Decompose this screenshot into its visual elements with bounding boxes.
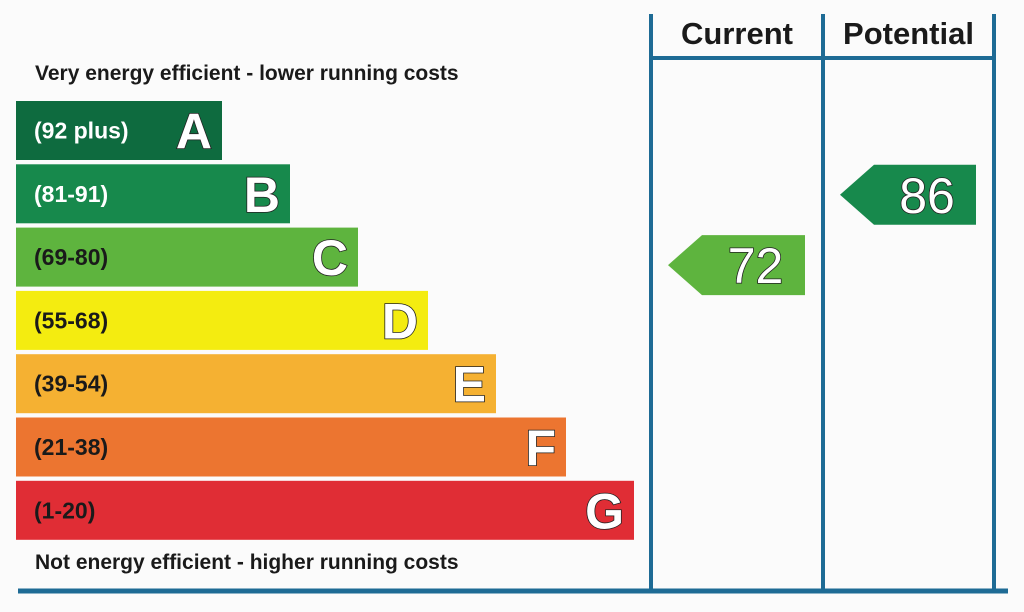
band-a: (92 plus) A	[16, 101, 222, 160]
rating-arrow-potential	[840, 164, 976, 225]
rating-arrow-current	[668, 235, 805, 296]
rating-value-potential: 86	[899, 168, 955, 224]
band-bar-c	[16, 227, 358, 287]
band-range-c: (69-80)	[34, 244, 108, 270]
band-bar-a	[16, 101, 222, 160]
bottom-caption: Not energy efficient - higher running co…	[35, 551, 459, 574]
band-d: (55-68) D	[16, 290, 428, 350]
rating-value-current: 72	[728, 238, 784, 294]
band-f: (21-38) F	[16, 417, 566, 477]
rating-potential: 86	[840, 164, 976, 225]
band-bar-f	[16, 417, 566, 477]
band-bar-e	[16, 354, 496, 414]
band-bar-d	[16, 290, 428, 350]
band-letter-e: E	[453, 357, 486, 413]
band-range-f: (21-38)	[34, 434, 108, 460]
rating-arrows: 72 86	[668, 164, 976, 296]
band-letter-a: A	[176, 104, 212, 160]
band-range-g: (1-20)	[34, 497, 95, 523]
band-range-b: (81-91)	[34, 181, 108, 207]
band-letter-f: F	[525, 420, 556, 476]
band-e: (39-54) E	[16, 354, 496, 414]
column-header-potential: Potential	[843, 16, 974, 51]
column-headers: Current Potential	[681, 16, 974, 51]
band-letter-c: C	[312, 230, 348, 286]
chart-frame	[18, 14, 1008, 594]
band-bar-g	[16, 480, 634, 540]
band-letter-g: G	[585, 483, 624, 539]
rating-current: 72	[668, 235, 805, 296]
band-g: (1-20) G	[16, 480, 634, 540]
band-letter-d: D	[382, 293, 418, 349]
column-header-current: Current	[681, 16, 793, 51]
band-range-d: (55-68)	[34, 307, 108, 333]
rating-bands: (92 plus) A(81-91) B(69-80) C(55-68) D(39-54…	[16, 101, 634, 540]
band-b: (81-91) B	[16, 164, 290, 224]
top-caption: Very energy efficient - lower running co…	[35, 62, 459, 85]
band-letter-b: B	[244, 167, 280, 223]
band-range-a: (92 plus)	[34, 118, 129, 144]
band-c: (69-80) C	[16, 227, 358, 287]
band-range-e: (39-54)	[34, 371, 108, 397]
band-bar-b	[16, 164, 290, 224]
